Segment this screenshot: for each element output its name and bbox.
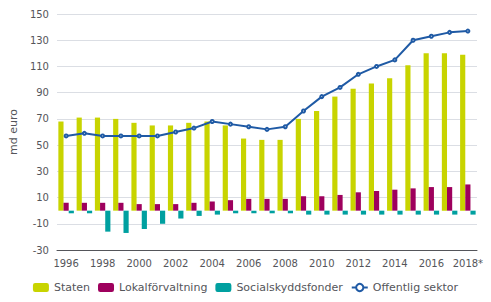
svg-text:Socialskyddsfonder: Socialskyddsfonder	[236, 281, 343, 294]
svg-text:2016: 2016	[419, 258, 444, 269]
svg-text:Staten: Staten	[54, 281, 90, 294]
svg-text:Lokalförvaltning: Lokalförvaltning	[119, 281, 207, 294]
svg-text:md euro: md euro	[7, 109, 20, 155]
svg-text:150: 150	[30, 9, 49, 20]
svg-text:2012: 2012	[346, 258, 371, 269]
svg-text:10: 10	[36, 192, 49, 203]
svg-text:110: 110	[30, 61, 49, 72]
svg-text:1996: 1996	[53, 258, 78, 269]
svg-text:30: 30	[36, 166, 49, 177]
svg-text:50: 50	[36, 140, 49, 151]
svg-text:2008: 2008	[273, 258, 298, 269]
svg-text:2002: 2002	[163, 258, 188, 269]
svg-text:-10: -10	[33, 218, 49, 229]
svg-text:2018*: 2018*	[453, 258, 483, 269]
svg-text:90: 90	[36, 87, 49, 98]
svg-text:2004: 2004	[199, 258, 224, 269]
svg-text:-30: -30	[33, 245, 49, 256]
svg-text:130: 130	[30, 35, 49, 46]
svg-text:70: 70	[36, 113, 49, 124]
svg-text:Offentlig sektor: Offentlig sektor	[373, 281, 459, 294]
svg-text:2014: 2014	[382, 258, 407, 269]
svg-text:2010: 2010	[309, 258, 334, 269]
svg-text:2006: 2006	[236, 258, 261, 269]
svg-text:1998: 1998	[90, 258, 115, 269]
svg-text:2000: 2000	[126, 258, 151, 269]
